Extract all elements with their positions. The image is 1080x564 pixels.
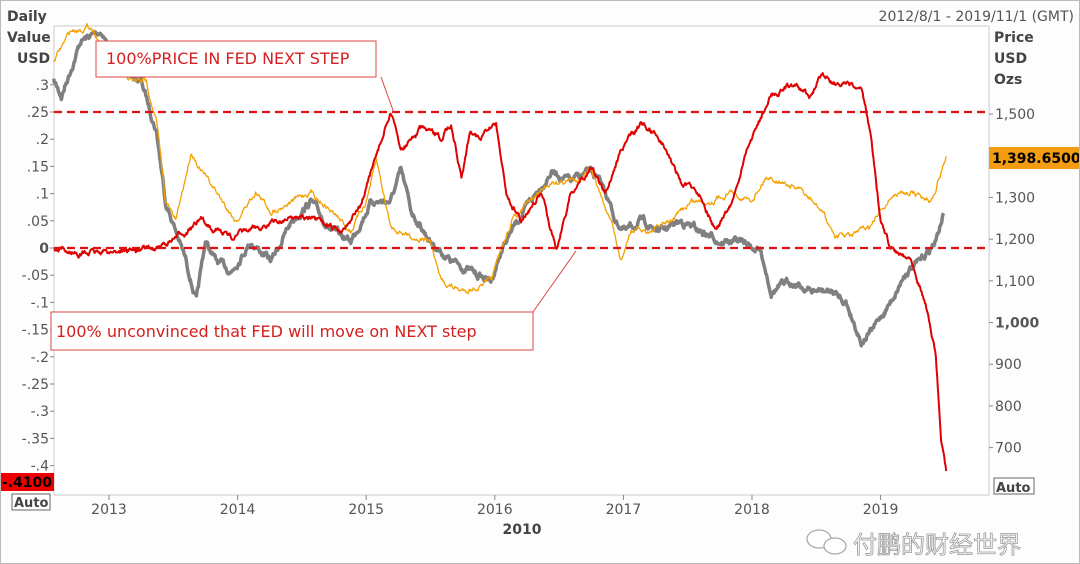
left-axis: .3 .25 .2 .15 .1 .05 0 -.05 -.1 -.15 -.2 -.25 -.3 -.3… bbox=[22, 78, 54, 475]
watermark-text: 付鹏的财经世界 bbox=[853, 531, 1021, 559]
right-auto-button[interactable]: Auto bbox=[993, 477, 1035, 496]
annotation-box-bottom bbox=[50, 311, 534, 351]
left-tick-label: .1 bbox=[36, 187, 49, 203]
right-tick-label: 900 bbox=[995, 357, 1022, 373]
plot-area bbox=[53, 25, 990, 496]
right-auto-label[interactable]: Auto bbox=[996, 481, 1031, 496]
right-tick-label: 1,100 bbox=[995, 274, 1035, 290]
series-line-orange bbox=[53, 23, 947, 295]
watermark: 付鹏的财经世界 bbox=[806, 529, 1021, 559]
left-tick-label: -.15 bbox=[22, 323, 49, 339]
x-tick-label: 2014 bbox=[220, 502, 256, 518]
right-value-badge-text: 1,398.6500 bbox=[992, 151, 1080, 167]
annotation-pointer-top bbox=[380, 76, 395, 114]
left-axis-title-3: USD bbox=[17, 51, 50, 67]
left-tick-label: -.25 bbox=[22, 377, 49, 393]
right-tick-label: 1,200 bbox=[995, 232, 1035, 248]
annotation-top: 100%PRICE IN FED NEXT STEP bbox=[106, 49, 350, 68]
left-value-badge-text: -.4100 bbox=[2, 475, 52, 491]
right-tick-label: 1,500 bbox=[995, 107, 1035, 123]
right-tick-label: 1,000 bbox=[995, 316, 1040, 332]
x-axis: 2013 2014 2015 2016 2017 2018 2019 bbox=[91, 495, 898, 518]
right-tick-label: 700 bbox=[995, 441, 1022, 457]
left-tick-label: -.3 bbox=[31, 404, 49, 420]
left-auto-button[interactable]: Auto bbox=[11, 493, 51, 511]
right-axis-title-1: Price bbox=[994, 30, 1034, 46]
left-tick-label: 0 bbox=[39, 241, 49, 257]
left-axis-title-2: Value bbox=[7, 30, 51, 46]
left-tick-label: .05 bbox=[27, 214, 49, 230]
x-tick-label: 2016 bbox=[477, 502, 513, 518]
left-tick-label: .25 bbox=[27, 105, 49, 121]
wechat-icon bbox=[806, 529, 847, 555]
annotation-pointer-bottom bbox=[532, 250, 577, 313]
right-axis-title-2: USD bbox=[994, 51, 1027, 67]
left-value-badge bbox=[1, 473, 54, 491]
left-tick-label: .3 bbox=[36, 78, 49, 94]
x-tick-label: 2015 bbox=[348, 502, 384, 518]
series-group bbox=[51, 23, 948, 472]
x-axis-label: 2010 bbox=[503, 522, 542, 538]
left-tick-label: -.05 bbox=[22, 268, 49, 284]
left-tick-label: -.35 bbox=[22, 431, 49, 447]
left-tick-label: .2 bbox=[36, 132, 49, 148]
series-line-red bbox=[53, 72, 948, 472]
date-range: 2012/8/1 - 2019/11/1 (GMT) bbox=[879, 9, 1074, 25]
right-value-badge bbox=[989, 147, 1079, 169]
annotation-box-top bbox=[95, 40, 377, 78]
series-line-gray bbox=[51, 30, 946, 348]
x-tick-label: 2019 bbox=[863, 502, 899, 518]
x-tick-label: 2017 bbox=[606, 502, 642, 518]
x-tick-label: 2013 bbox=[91, 502, 127, 518]
annotation-bottom: 100% unconvinced that FED will move on N… bbox=[56, 322, 477, 341]
right-axis-title-3: Ozs bbox=[994, 72, 1022, 88]
right-axis: 1,500 1,300 1,200 1,100 1,000 900 800 700 bbox=[989, 107, 1040, 457]
left-auto-label[interactable]: Auto bbox=[14, 496, 49, 511]
left-tick-label: -.1 bbox=[31, 295, 49, 311]
right-tick-label: 800 bbox=[995, 399, 1022, 415]
left-tick-label: -.4 bbox=[31, 459, 50, 475]
left-axis-title-1: Daily bbox=[7, 9, 47, 25]
x-tick-label: 2018 bbox=[734, 502, 770, 518]
left-tick-label: .15 bbox=[27, 159, 49, 175]
left-tick-label: -.2 bbox=[31, 350, 49, 366]
right-tick-label: 1,300 bbox=[995, 190, 1035, 206]
